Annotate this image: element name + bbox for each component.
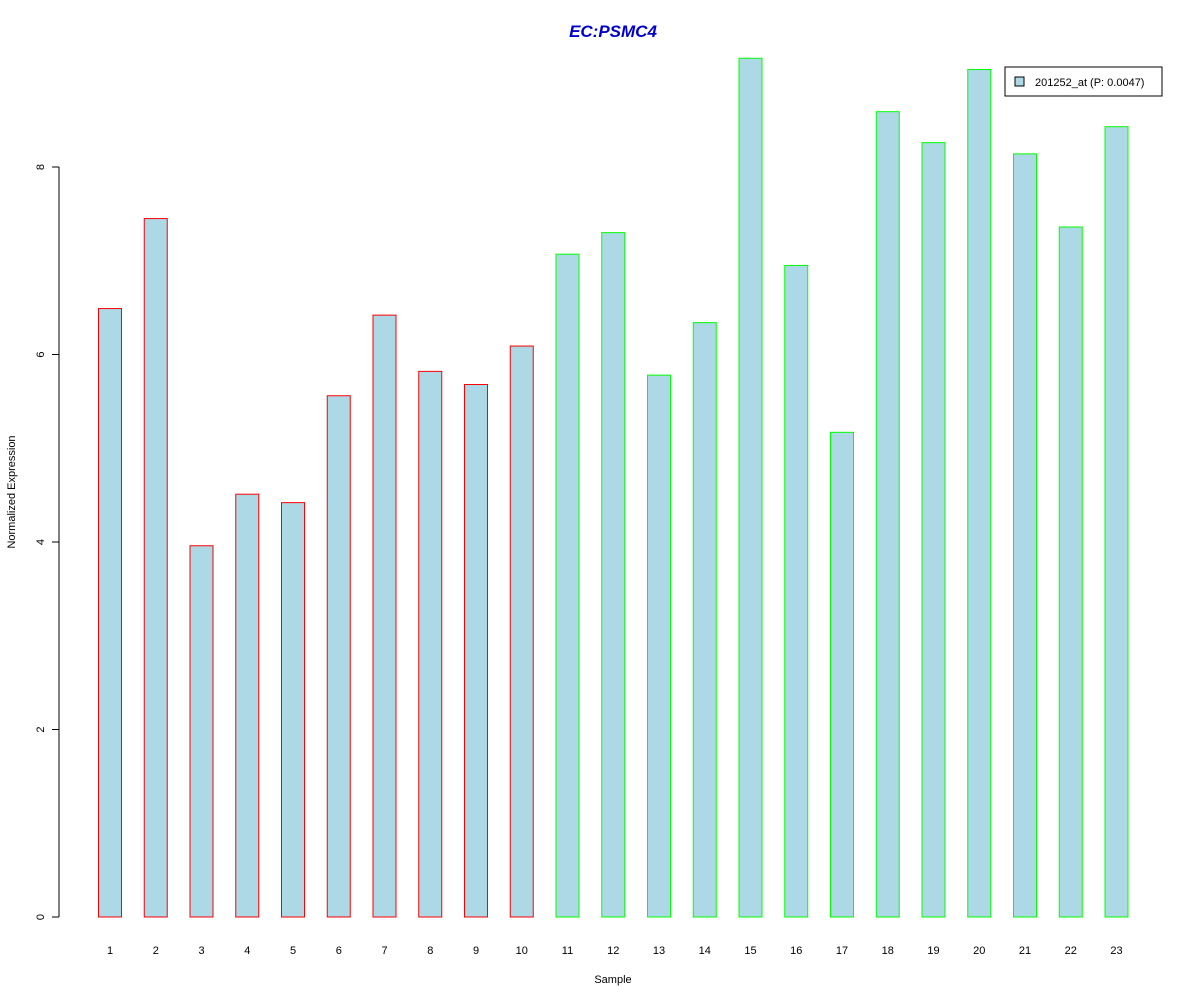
bar-sample-8	[418, 370, 443, 918]
x-tick-labels: 1 2 3 4 5 6 7 8 9 10 11 12 13 14 15 16 17 18 19 20 21 22 23	[107, 945, 1123, 957]
bar-sample-4	[235, 493, 260, 918]
x-tick-label: 20	[973, 945, 985, 957]
x-tick-label: 19	[927, 945, 939, 957]
bar-sample-1	[98, 308, 122, 918]
bar-sample-19	[921, 142, 946, 918]
legend-box	[1004, 66, 1163, 97]
x-tick-label: 6	[336, 945, 342, 957]
x-tick-label: 15	[744, 945, 756, 957]
x-tick-label: 11	[562, 945, 573, 957]
x-axis-label: Sample	[594, 974, 631, 986]
x-tick-label: 1	[107, 945, 113, 957]
bar-sample-10	[509, 345, 534, 918]
x-tick-label: 4	[244, 945, 250, 957]
legend: 201252_at (P: 0.0047)	[1004, 66, 1163, 97]
bar-sample-21	[1013, 153, 1037, 918]
bar-sample-11	[555, 253, 580, 918]
x-tick-label: 2	[153, 945, 159, 957]
chart-title: EC:PSMC4	[569, 22, 657, 41]
x-tick-label: 7	[381, 945, 387, 957]
x-tick-label: 14	[699, 945, 711, 957]
y-tick-label: 0	[35, 914, 47, 920]
bar-sample-14	[692, 322, 717, 918]
bar-sample-17	[830, 431, 854, 918]
bar-sample-22	[1058, 226, 1083, 918]
bar-sample-20	[967, 69, 992, 918]
bar-sample-6	[326, 395, 351, 918]
bar-sample-5	[281, 502, 305, 918]
x-tick-label: 21	[1019, 945, 1031, 957]
y-axis: 0 2 4 6 8	[35, 164, 60, 920]
x-tick-label: 18	[882, 945, 894, 957]
bar-sample-16	[784, 264, 809, 918]
x-tick-label: 8	[427, 945, 433, 957]
x-tick-label: 22	[1065, 945, 1077, 957]
y-tick-label: 8	[35, 164, 47, 170]
y-axis-label: Normalized Expression	[6, 435, 18, 548]
bar-sample-7	[372, 314, 397, 918]
x-tick-label: 9	[473, 945, 479, 957]
bar-sample-18	[875, 111, 900, 918]
bar-sample-3	[189, 545, 214, 918]
bars	[98, 57, 1129, 918]
y-tick-label: 6	[35, 351, 47, 357]
x-tick-label: 13	[653, 945, 665, 957]
x-tick-label: 17	[836, 945, 848, 957]
bar-sample-15	[738, 57, 763, 918]
x-tick-label: 3	[198, 945, 204, 957]
bar-sample-23	[1104, 126, 1129, 918]
x-tick-label: 12	[607, 945, 619, 957]
x-tick-label: 23	[1110, 945, 1122, 957]
y-tick-label: 4	[35, 539, 47, 545]
x-tick-label: 10	[516, 945, 528, 957]
legend-label: 201252_at (P: 0.0047)	[1035, 77, 1144, 89]
bar-sample-12	[601, 232, 626, 918]
bar-sample-13	[647, 374, 671, 918]
y-tick-label: 2	[35, 726, 47, 732]
bar-sample-2	[143, 218, 168, 918]
bar-sample-9	[464, 384, 488, 918]
legend-swatch	[1014, 76, 1025, 87]
x-tick-label: 5	[290, 945, 296, 957]
x-tick-label: 16	[790, 945, 802, 957]
